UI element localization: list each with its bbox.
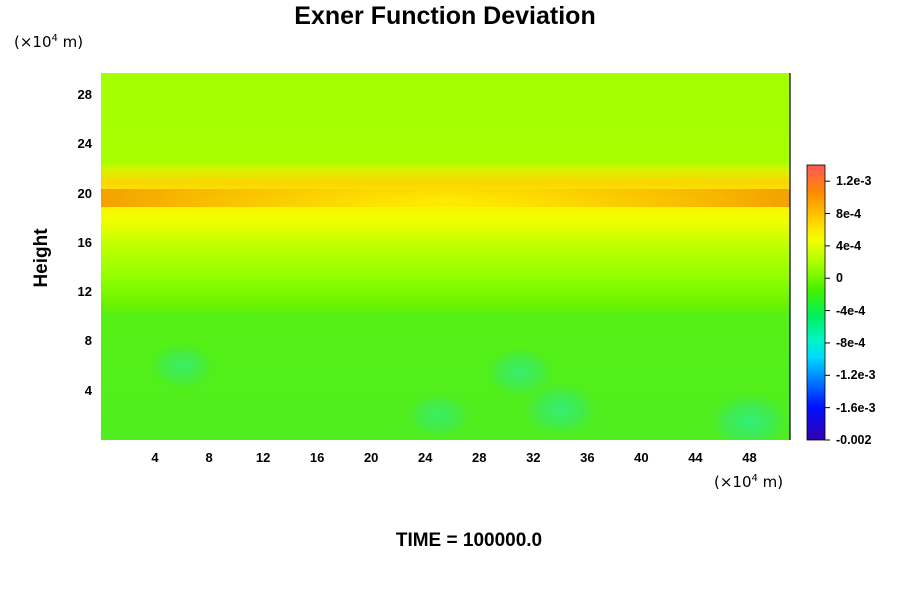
- x-tick-label: 48: [742, 450, 757, 465]
- colorbar-tick-label: 4e-4: [836, 238, 862, 253]
- colorbar-tick-label: 0: [836, 271, 843, 286]
- x-tick-label: 16: [309, 450, 325, 465]
- colorbar-tick-label: 1.2e-3: [836, 174, 872, 189]
- x-tick-label: 4: [151, 450, 159, 465]
- peak-band: [101, 189, 790, 207]
- x-tick-label: 36: [580, 450, 595, 465]
- colorbar-tick-label: -1.6e-3: [836, 400, 876, 415]
- x-tick-label: 40: [634, 450, 649, 465]
- y-tick-label: 28: [77, 87, 92, 103]
- chart-title: Exner Function Deviation: [294, 2, 596, 30]
- time-label: TIME = 100000.0: [395, 530, 543, 551]
- x-tick-label: 28: [472, 450, 487, 465]
- field-minimum: [404, 391, 473, 440]
- y-tick-label: 4: [84, 382, 92, 398]
- colorbar-tick-label: 8e-4: [836, 206, 862, 221]
- colorbar-tick-label: -8e-4: [836, 335, 866, 350]
- x-tick-label: 44: [688, 450, 703, 465]
- field-minimum: [483, 346, 557, 399]
- field-minimum: [707, 391, 790, 440]
- x-tick-label: 20: [363, 450, 379, 465]
- colorbar-tick-label: -1.2e-3: [836, 368, 876, 383]
- x-axis-unit: (×104 m): [714, 473, 784, 491]
- y-tick-label: 24: [77, 136, 92, 152]
- field-minimum: [148, 342, 216, 391]
- colorbar-tick-label: -0.002: [836, 433, 872, 447]
- y-tick-label: 8: [84, 333, 92, 349]
- y-tick-label: 12: [77, 284, 92, 300]
- colorbar-tick-label: -4e-4: [836, 303, 866, 318]
- x-tick-label: 24: [418, 450, 433, 465]
- field-minimum: [521, 381, 600, 438]
- colorbar: [806, 164, 826, 441]
- x-tick-label: 12: [255, 450, 271, 465]
- y-tick-label: 20: [77, 185, 92, 201]
- x-tick-label: 32: [526, 450, 541, 465]
- y-axis-unit: (×104 m): [14, 33, 84, 51]
- field-background: [101, 73, 790, 440]
- x-tick-label: 8: [205, 450, 213, 465]
- y-tick-label: 16: [77, 234, 92, 250]
